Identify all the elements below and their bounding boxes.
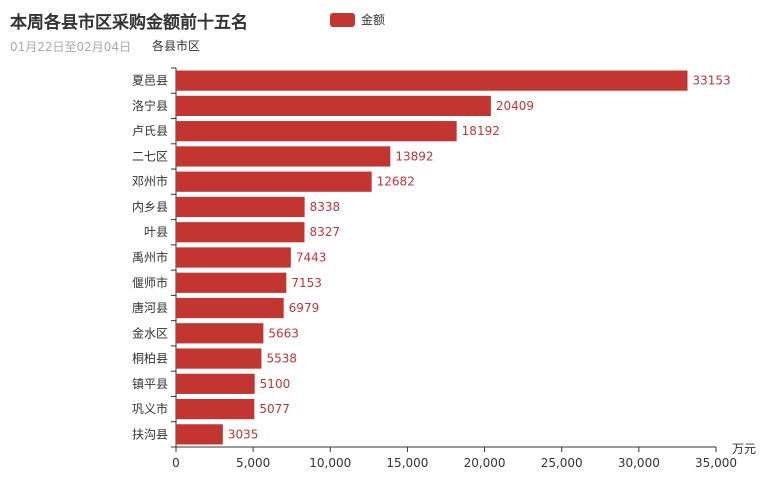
bar (176, 297, 284, 319)
y-tick-label: 镇平县 (132, 377, 168, 391)
data-label: 8327 (309, 225, 340, 239)
y-tick-label: 唐河县 (132, 300, 168, 315)
data-label: 5538 (266, 352, 297, 366)
y-tick-label: 巩义市 (132, 401, 168, 416)
data-label: 33153 (693, 74, 731, 88)
data-label: 5077 (259, 402, 290, 416)
bar (176, 398, 255, 420)
y-tick-label: 洛宁县 (132, 98, 168, 113)
x-tick-label: 10,000 (309, 456, 351, 470)
bar (176, 196, 305, 218)
y-tick-label: 偃师市 (132, 275, 168, 290)
x-tick-label: 0 (172, 456, 180, 470)
data-label: 7443 (296, 251, 327, 265)
bar (176, 348, 262, 369)
y-tick-label: 扶沟县 (132, 426, 168, 441)
bar (176, 373, 255, 394)
bar (176, 121, 457, 142)
bar (176, 146, 391, 167)
legend-label: 金额 (361, 13, 386, 27)
bar (176, 424, 223, 445)
bar (176, 323, 264, 344)
data-label: 18192 (462, 124, 500, 138)
x-tick-label: 25,000 (541, 456, 583, 470)
data-label: 20409 (496, 99, 534, 113)
data-label: 7153 (291, 276, 322, 290)
y-tick-label: 禹州市 (132, 250, 168, 265)
y-tick-label: 叶县 (144, 225, 168, 239)
y-tick-label: 邓州市 (132, 174, 168, 189)
data-label: 13892 (395, 149, 433, 163)
data-label: 12682 (377, 175, 415, 189)
x-tick-label: 15,000 (386, 456, 428, 470)
y-tick-label: 桐柏县 (132, 351, 168, 366)
bar (176, 70, 688, 91)
y-tick-label: 金水区 (132, 325, 168, 340)
bar (176, 171, 372, 192)
x-tick-label: 20,000 (464, 456, 506, 470)
legend-swatch (330, 12, 355, 27)
x-axis-title: 万元 (732, 442, 756, 456)
x-tick-label: 5,000 (236, 456, 270, 470)
bar (176, 247, 291, 268)
chart-title: 本周各县市区采购金额前十五名 (10, 13, 248, 33)
y-tick-label: 卢氏县 (132, 123, 168, 138)
data-label: 5100 (260, 377, 291, 391)
bar (176, 95, 491, 117)
y-axis-title: 各县市区 (152, 38, 200, 53)
y-tick-label: 二七区 (132, 149, 168, 163)
x-tick-label: 30,000 (618, 456, 660, 470)
bar (176, 222, 305, 243)
data-label: 5663 (268, 326, 299, 340)
data-label: 8338 (310, 200, 341, 214)
data-label: 6979 (289, 301, 320, 315)
y-tick-label: 内乡县 (132, 200, 168, 214)
x-tick-label: 35,000 (695, 456, 737, 470)
y-tick-label: 夏邑县 (132, 74, 168, 88)
legend[interactable]: 金额 (330, 11, 385, 28)
data-label: 3035 (228, 427, 259, 441)
chart-subtitle: 01月22日至02月04日 (10, 40, 132, 54)
bar (176, 272, 287, 293)
